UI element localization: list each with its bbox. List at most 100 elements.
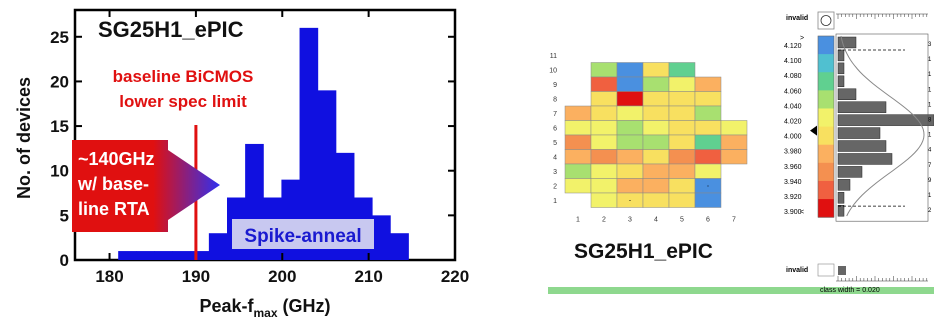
color-scale-segment — [818, 54, 834, 73]
wafer-cell — [616, 62, 644, 78]
wafer-cell — [668, 192, 696, 208]
wafer-cell — [590, 192, 618, 208]
wafer-row-label: 1 — [553, 198, 557, 205]
wafer-col-label: 6 — [706, 217, 710, 224]
wafer-row-label: 9 — [553, 82, 557, 89]
spike-anneal-label-bg — [232, 219, 374, 249]
wafer-title: SG25H1_ePIC — [574, 240, 713, 263]
distribution-histogram: invalid > <4.120 4.100 4.080 4.060 4.040 4.020 4… — [784, 11, 934, 282]
wafer-cell — [642, 62, 670, 78]
count-label: 3 — [928, 42, 932, 48]
histogram-bar — [118, 251, 137, 260]
wafer-col-label: 5 — [680, 217, 684, 224]
histogram-bar — [837, 179, 851, 191]
color-scale-frame — [817, 35, 835, 218]
histogram-bar — [837, 192, 845, 204]
wafer-cell — [642, 163, 670, 179]
y-tick-label: 25 — [50, 28, 69, 47]
fmax-histogram-chart: 180 190 200 210 220 0 5 10 15 20 25 SG25H1_ePIC ba… — [14, 8, 469, 320]
wafer-cell — [668, 62, 696, 78]
color-scale-segment — [818, 144, 834, 164]
bottom-green-strip — [548, 287, 934, 294]
spec-annotation-line2: lower spec limit — [119, 92, 247, 111]
wafer-dot: · — [707, 181, 710, 191]
histogram-bar — [837, 49, 845, 62]
baseline-rta-arrow — [72, 140, 220, 232]
wafer-col-label: 2 — [602, 217, 606, 224]
histogram-bar — [837, 88, 857, 100]
histogram-bar — [390, 233, 409, 260]
y-value-label: 3.980 — [784, 149, 802, 156]
wafer-cell — [720, 120, 748, 136]
count-label: 1 — [928, 57, 932, 63]
count-label: 4 — [928, 148, 932, 154]
wafer-cell — [590, 149, 618, 165]
histogram-bar — [172, 251, 192, 260]
wafer-cell — [668, 163, 696, 179]
count-label: 8 — [928, 118, 932, 124]
wafer-row-label: 11 — [550, 53, 557, 60]
wafer-cell — [694, 91, 722, 107]
wafer-cell — [668, 91, 696, 107]
count-label: 1 — [928, 193, 932, 199]
spike-anneal-label: Spike-anneal — [244, 226, 361, 247]
wafer-cell — [668, 76, 696, 92]
wafer-cell — [668, 178, 696, 194]
top-marker: > — [800, 35, 804, 42]
color-scale-segment — [818, 126, 834, 146]
wafer-dot: · — [629, 195, 632, 205]
wafer-cell — [590, 62, 618, 78]
count-label: 7 — [928, 163, 932, 169]
wafer-cell — [694, 192, 722, 208]
wafer-cell — [642, 178, 670, 194]
wafer-cell — [590, 105, 618, 121]
count-label: 1 — [928, 102, 932, 108]
arrow-label-line3: line RTA — [78, 199, 150, 219]
invalid-box — [817, 11, 835, 30]
color-scale-segment — [818, 180, 834, 200]
wafer-cell — [590, 120, 618, 136]
histogram-bar — [372, 215, 391, 260]
y-value-label: 4.100 — [784, 58, 802, 65]
wafer-cell — [616, 91, 644, 107]
x-tick-label: 180 — [95, 267, 123, 286]
wafer-cell — [694, 149, 722, 165]
wafer-cell — [642, 76, 670, 92]
class-width-label: class width = 0.020 — [820, 287, 880, 294]
count-label: 2 — [928, 208, 932, 214]
wafer-cell — [564, 134, 592, 150]
histogram-bar — [317, 90, 337, 260]
y-value-label: 4.080 — [784, 73, 802, 80]
wafer-cell — [694, 76, 722, 92]
wafer-cell — [590, 76, 618, 92]
invalid-footer-box — [817, 263, 835, 277]
y-value-label: 3.900 — [784, 209, 802, 216]
x-axis-label-main: Peak-f — [199, 296, 254, 316]
wafer-cell — [668, 105, 696, 121]
x-axis-label-unit: (GHz) — [278, 296, 331, 316]
bottom-marker: < — [800, 209, 804, 216]
y-value-label: 3.920 — [784, 194, 802, 201]
wafer-cell — [694, 134, 722, 150]
wafer-cell — [668, 149, 696, 165]
wafer-cell — [642, 192, 670, 208]
wafer-cell — [668, 120, 696, 136]
wafer-cell — [616, 163, 644, 179]
axis-ticks: 180 190 200 210 220 0 5 10 15 20 25 — [50, 10, 469, 286]
wafer-cell — [720, 134, 748, 150]
y-tick-label: 0 — [60, 251, 69, 270]
histogram-bar — [837, 205, 845, 217]
wafer-cell — [694, 120, 722, 136]
y-value-label: 3.960 — [784, 164, 802, 171]
spec-annotation-line1: baseline BiCMOS — [113, 67, 254, 86]
y-axis-label: No. of devices — [14, 77, 34, 199]
wafer-col-label: 4 — [654, 217, 658, 224]
x-axis-label: Peak-fmax (GHz) — [199, 296, 330, 320]
arrow-label-line1: ~140GHz — [78, 149, 155, 169]
wafer-cell — [642, 120, 670, 136]
histogram-frame — [835, 33, 929, 222]
wafer-cell — [564, 163, 592, 179]
histogram-bar — [837, 127, 881, 139]
wafer-cell — [616, 149, 644, 165]
